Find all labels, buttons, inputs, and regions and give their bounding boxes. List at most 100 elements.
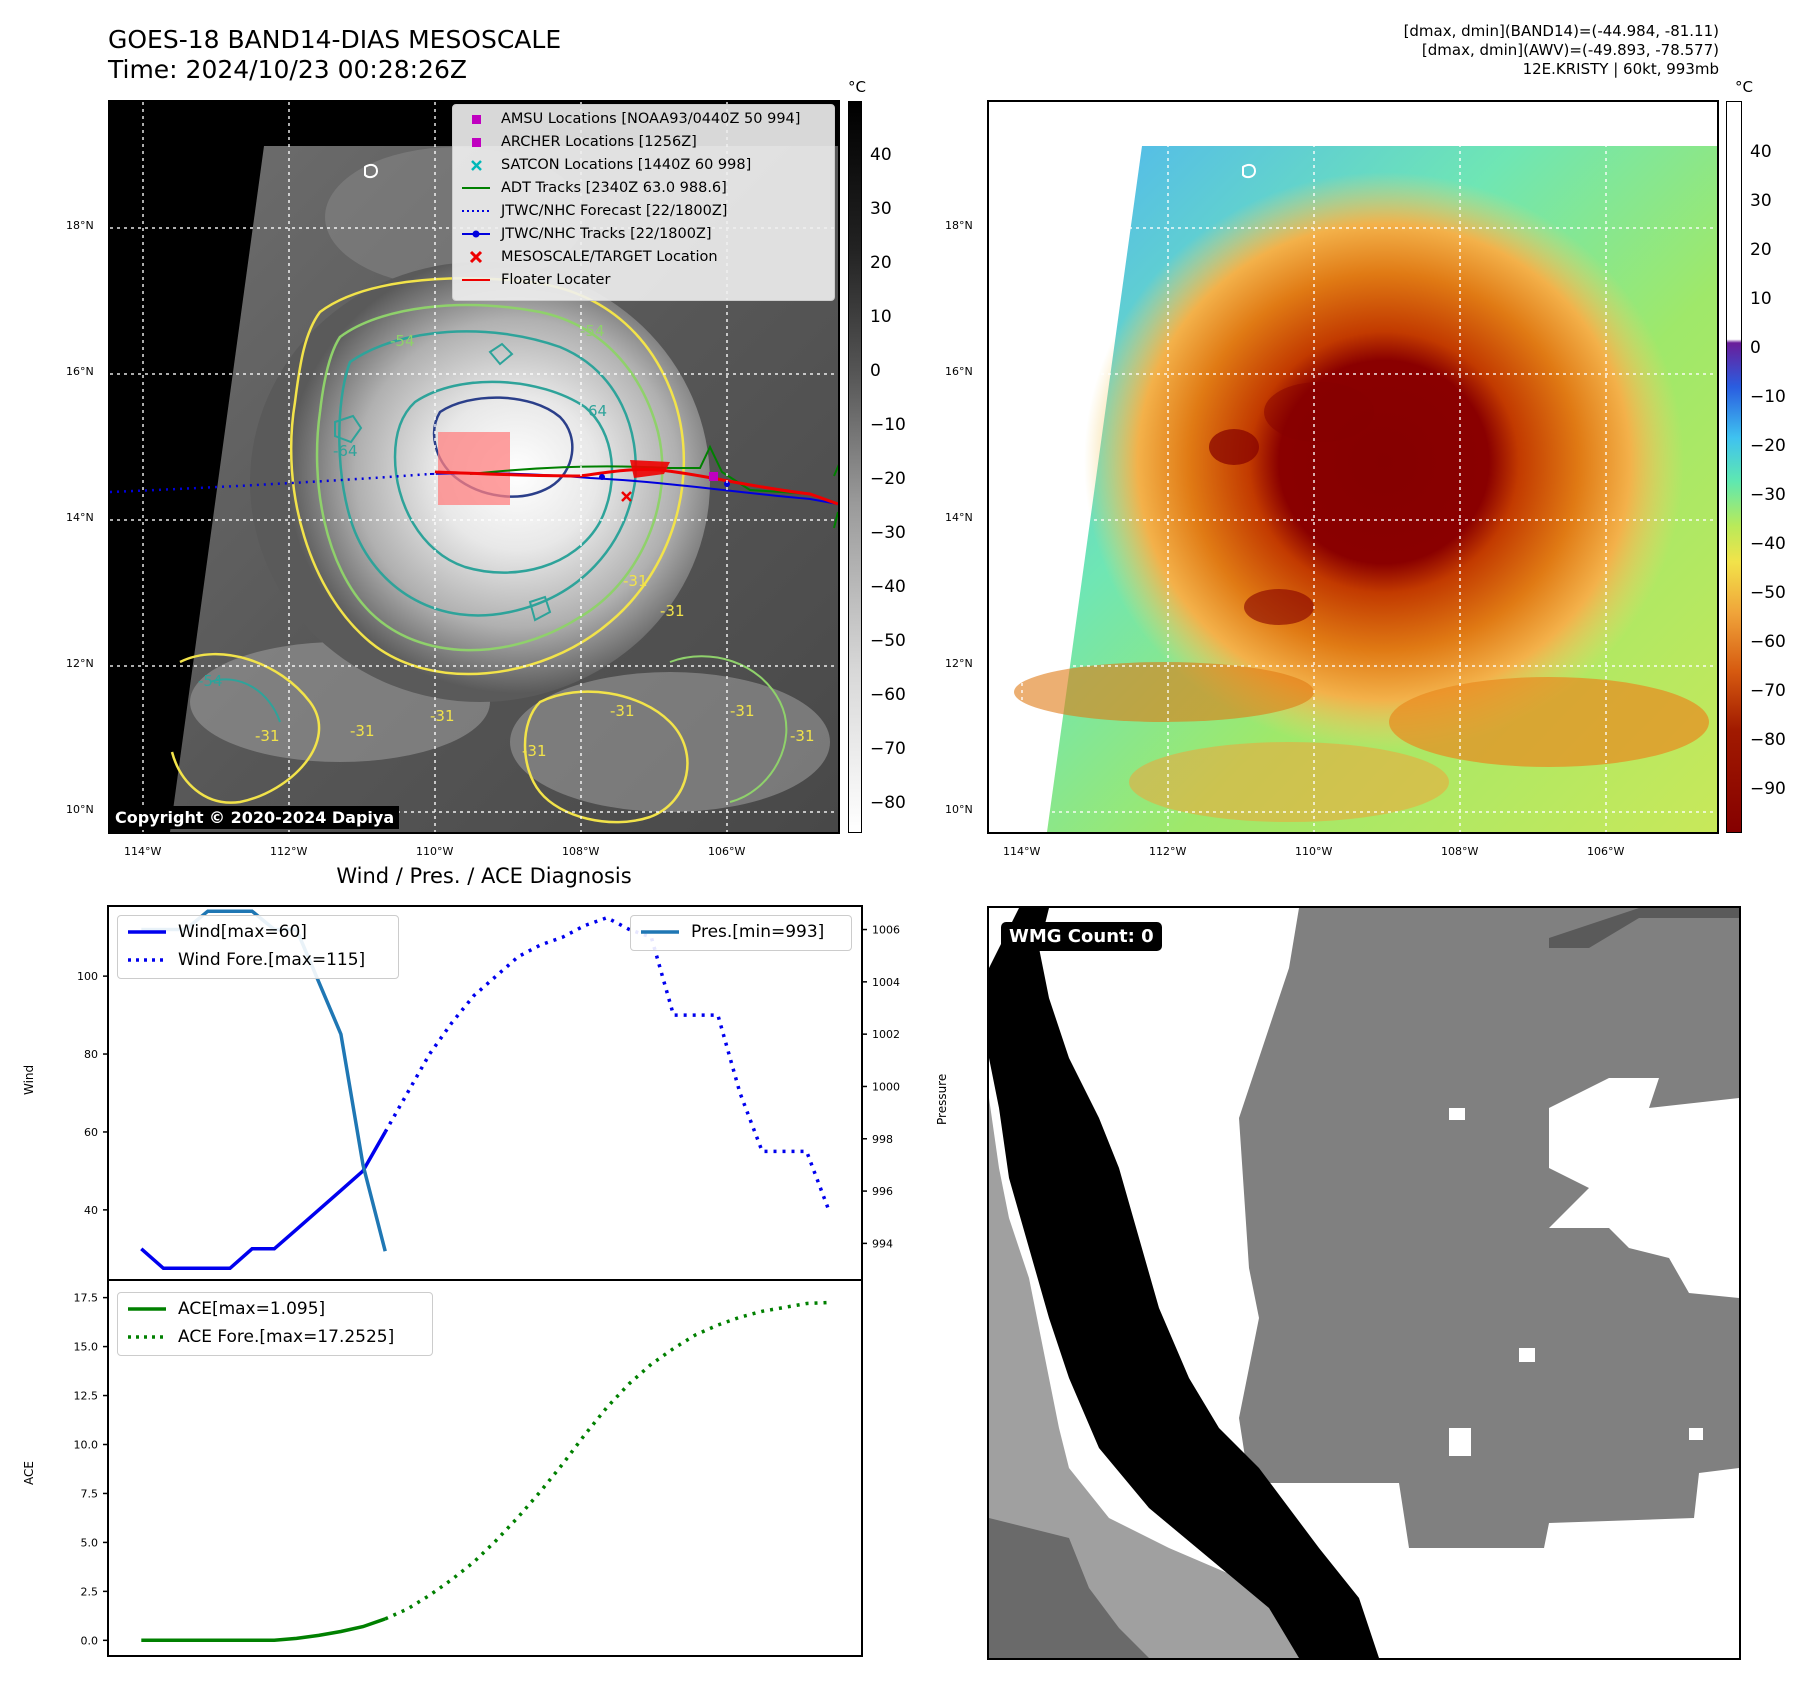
- lon-label: 112°W: [1149, 845, 1187, 858]
- colorbar-tick: −20: [1750, 436, 1786, 456]
- lon-label: 110°W: [1295, 845, 1333, 858]
- contour-label: -54: [390, 332, 415, 350]
- lat-label: 10°N: [945, 803, 973, 816]
- contour-label: -31: [790, 727, 815, 745]
- plot-frame: [107, 1279, 863, 1657]
- copyright-notice: Copyright © 2020-2024 Dapiya: [110, 806, 400, 829]
- colorbar-tick: −80: [1750, 730, 1786, 750]
- y-tick-label: 2.5: [81, 1585, 99, 1598]
- legend-item-adt: ADT Tracks [2340Z 63.0 988.6]: [461, 177, 727, 199]
- y-tick-label: 80: [84, 1048, 98, 1061]
- colorbar-tick: −50: [870, 631, 906, 651]
- legend-square-marker-icon: [472, 115, 481, 124]
- colorbar-tick: −40: [1750, 534, 1786, 554]
- wind-legend: Wind[max=60] Wind Fore.[max=115]: [117, 915, 399, 979]
- colorbar-tick: −50: [1750, 583, 1786, 603]
- y-tick-label: 15.0: [74, 1341, 99, 1354]
- y2-tick-label: 1000: [872, 1080, 900, 1093]
- colorbar-tick: −70: [1750, 681, 1786, 701]
- legend-square-marker-icon: [472, 138, 481, 147]
- colorbar-unit: °C: [1735, 78, 1753, 96]
- legend-item-ace-forecast: ACE Fore.[max=17.2525]: [126, 1326, 394, 1348]
- band14-imagery: [110, 102, 838, 832]
- wmg-panel[interactable]: WMG Count: 0: [987, 906, 1741, 1660]
- band14-map[interactable]: -54 -54 64 -64 -31 -31 -31 -31 -31 -54 -…: [108, 100, 840, 834]
- y-tick-label: 7.5: [81, 1487, 99, 1500]
- ace-axis-label: ACE: [22, 1461, 36, 1485]
- colorbar-tick: −80: [870, 793, 906, 813]
- colorbar-awv: [1726, 101, 1742, 833]
- wind-axis-label: Wind: [22, 1064, 36, 1095]
- lat-label: 14°N: [66, 511, 94, 524]
- lat-label: 14°N: [945, 511, 973, 524]
- legend-item-forecast: JTWC/NHC Forecast [22/1800Z]: [461, 200, 727, 222]
- y2-tick-label: 1004: [872, 976, 900, 989]
- legend-item-wind: Wind[max=60]: [126, 921, 307, 943]
- lon-label: 114°W: [1003, 845, 1041, 858]
- contour-label: 64: [588, 402, 608, 420]
- colorbar-tick: −20: [870, 469, 906, 489]
- lon-label: 108°W: [1441, 845, 1479, 858]
- colorbar-tick: −60: [870, 685, 906, 705]
- contour-label: -31: [623, 572, 648, 590]
- storm-info: [dmax, dmin](BAND14)=(-44.984, -81.11) […: [1404, 22, 1719, 79]
- ace-axes: 0.0 2.5 5.0 7.5 10.0 12.5 15.0 17.5: [74, 1279, 863, 1657]
- y2-tick-label: 998: [872, 1133, 893, 1146]
- figure-title: GOES-18 BAND14-DIAS MESOSCALE Time: 2024…: [108, 25, 561, 85]
- contour-label: -31: [255, 727, 280, 745]
- series-line: [383, 915, 831, 1211]
- contour-label: -54: [580, 322, 605, 340]
- colorbar-tick: −30: [1750, 485, 1786, 505]
- lat-label: 10°N: [66, 803, 94, 816]
- contour-label: -31: [730, 702, 755, 720]
- series-line: [140, 1131, 387, 1271]
- legend-dotted-line-icon: [462, 210, 490, 212]
- colorbar-grayscale: [848, 101, 862, 833]
- contour-label: -31: [522, 742, 547, 760]
- legend-item-satcon: SATCON Locations [1440Z 60 998]: [461, 154, 751, 176]
- lon-label: 112°W: [270, 845, 308, 858]
- info-line-3: 12E.KRISTY | 60kt, 993mb: [1522, 60, 1719, 78]
- legend-line-icon: [128, 1307, 166, 1311]
- legend-x-marker-icon: [469, 250, 483, 264]
- colorbar-tick: 30: [1750, 191, 1772, 211]
- legend-item-floater: Floater Locater: [461, 269, 610, 291]
- contour-label: -31: [430, 707, 455, 725]
- lat-label: 12°N: [66, 657, 94, 670]
- y-tick-label: 0.0: [81, 1634, 99, 1647]
- lon-label: 114°W: [124, 845, 162, 858]
- colorbar-tick: 20: [1750, 240, 1772, 260]
- legend-line-icon: [462, 187, 490, 189]
- chart-title: Wind / Pres. / ACE Diagnosis: [336, 864, 632, 888]
- colorbar-tick: −60: [1750, 632, 1786, 652]
- y-tick-label: 60: [84, 1126, 98, 1139]
- pressure-legend: Pres.[min=993]: [630, 915, 852, 951]
- y2-tick-label: 1006: [872, 924, 900, 937]
- lon-label: 106°W: [708, 845, 746, 858]
- wmg-imagery: [989, 908, 1739, 1658]
- series-line: [384, 1300, 829, 1621]
- colorbar-tick: 40: [870, 145, 892, 165]
- contour-label: -64: [333, 442, 358, 460]
- awv-map[interactable]: [987, 100, 1719, 834]
- lat-label: 16°N: [945, 365, 973, 378]
- legend-item-pressure: Pres.[min=993]: [639, 921, 824, 943]
- legend-item-ace: ACE[max=1.095]: [126, 1298, 325, 1320]
- lon-label: 106°W: [1587, 845, 1625, 858]
- pressure-axis-label: Pressure: [935, 1073, 949, 1125]
- lat-label: 18°N: [66, 219, 94, 232]
- colorbar-tick: −70: [870, 739, 906, 759]
- legend-dotted-line-icon: [128, 1335, 166, 1339]
- y-tick-label: 5.0: [81, 1536, 99, 1549]
- legend-item-amsu: AMSU Locations [NOAA93/0440Z 50 994]: [461, 108, 800, 130]
- ace-legend: ACE[max=1.095] ACE Fore.[max=17.2525]: [117, 1292, 433, 1356]
- map-legend: AMSU Locations [NOAA93/0440Z 50 994] ARC…: [452, 104, 835, 301]
- y2-tick-label: 1002: [872, 1028, 900, 1041]
- diagnosis-chart: 40 60 80 100 994 996 998 1000 1002 1004 1006 0.0 2.…: [74, 905, 900, 1657]
- colorbar-tick: 0: [870, 361, 881, 381]
- y-tick-label: 40: [84, 1204, 98, 1217]
- legend-line-icon: [641, 930, 679, 934]
- info-line-2: [dmax, dmin](AWV)=(-49.893, -78.577): [1421, 41, 1719, 59]
- legend-line-icon: [462, 279, 490, 281]
- lat-label: 12°N: [945, 657, 973, 670]
